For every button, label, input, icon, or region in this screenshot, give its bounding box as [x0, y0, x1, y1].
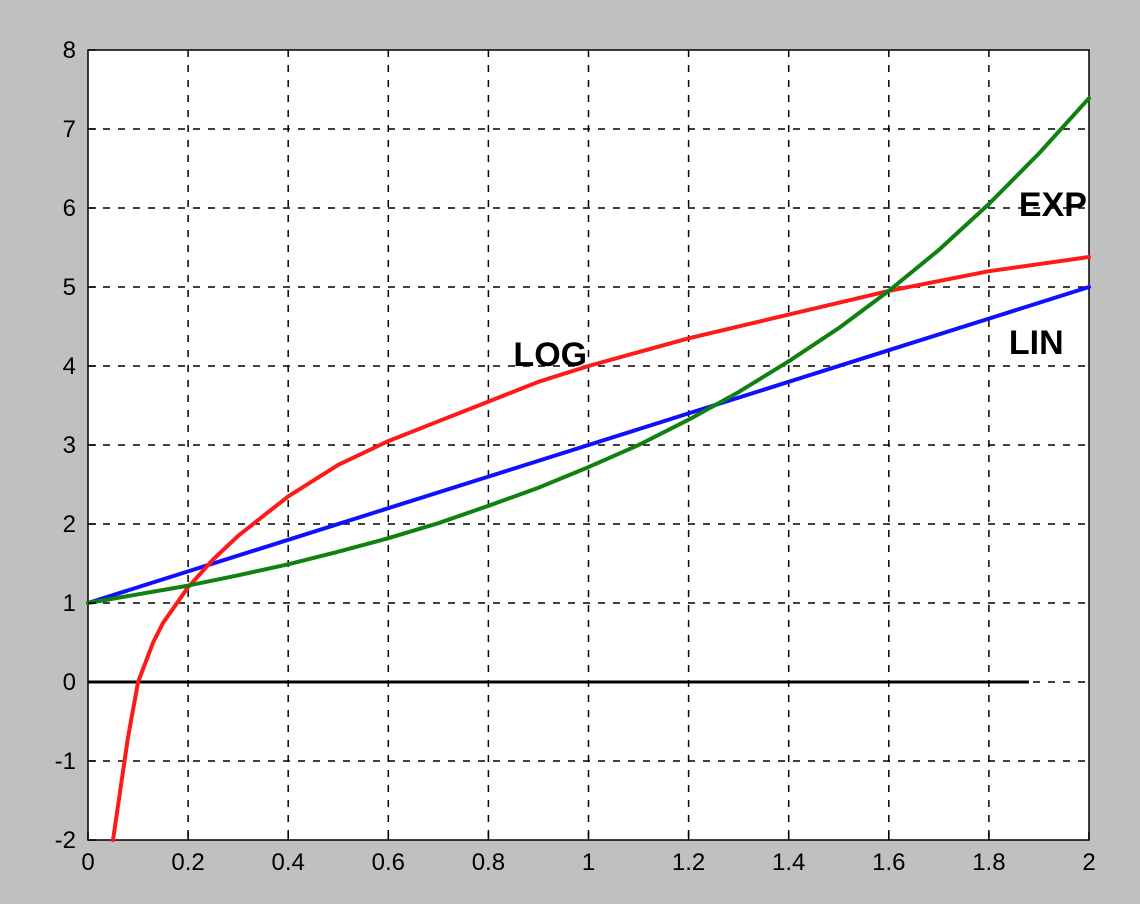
y-tick-label: 7: [63, 116, 76, 143]
y-tick-label: -2: [55, 827, 76, 854]
y-tick-label: 4: [63, 353, 76, 380]
x-tick-label: 1.6: [872, 849, 905, 876]
y-tick-label: 2: [63, 511, 76, 538]
x-tick-label: 1.4: [772, 849, 805, 876]
curve-label-exp: EXP: [1019, 186, 1087, 224]
x-tick-label: 0.6: [372, 849, 405, 876]
curve-label-lin: LIN: [1009, 324, 1064, 362]
x-tick-label: 0.8: [472, 849, 505, 876]
y-tick-label: 3: [63, 432, 76, 459]
x-axis-ticks: 0 0.2 0.4 0.6 0.8 1 1.2 1.4 1.6 1.8 2: [81, 832, 1096, 876]
series-line-exp: [86, 96, 1091, 605]
series-line-lin: [86, 285, 1091, 605]
x-tick-label: 1.2: [672, 849, 705, 876]
y-tick-label: 8: [63, 37, 76, 64]
x-tick-label: 2: [1082, 849, 1095, 876]
y-tick-label: 5: [63, 274, 76, 301]
y-axis-ticks: -2 -1 0 1 2 3 4 5 6 7 8: [55, 37, 96, 854]
curve-label-log: LOG: [513, 336, 587, 374]
curve-annotations: LOG LIN EXP: [513, 186, 1087, 374]
y-tick-label: 1: [63, 590, 76, 617]
series-layer: [86, 96, 1091, 842]
x-tick-label: 1: [582, 849, 595, 876]
x-tick-label: 0: [81, 849, 94, 876]
series-line-log: [111, 255, 1091, 842]
y-tick-label: 0: [63, 669, 76, 696]
x-tick-label: 0.2: [171, 849, 204, 876]
x-tick-label: 0.4: [272, 849, 305, 876]
x-tick-label: 1.8: [972, 849, 1005, 876]
y-tick-label: -1: [55, 748, 76, 775]
y-tick-label: 6: [63, 195, 76, 222]
